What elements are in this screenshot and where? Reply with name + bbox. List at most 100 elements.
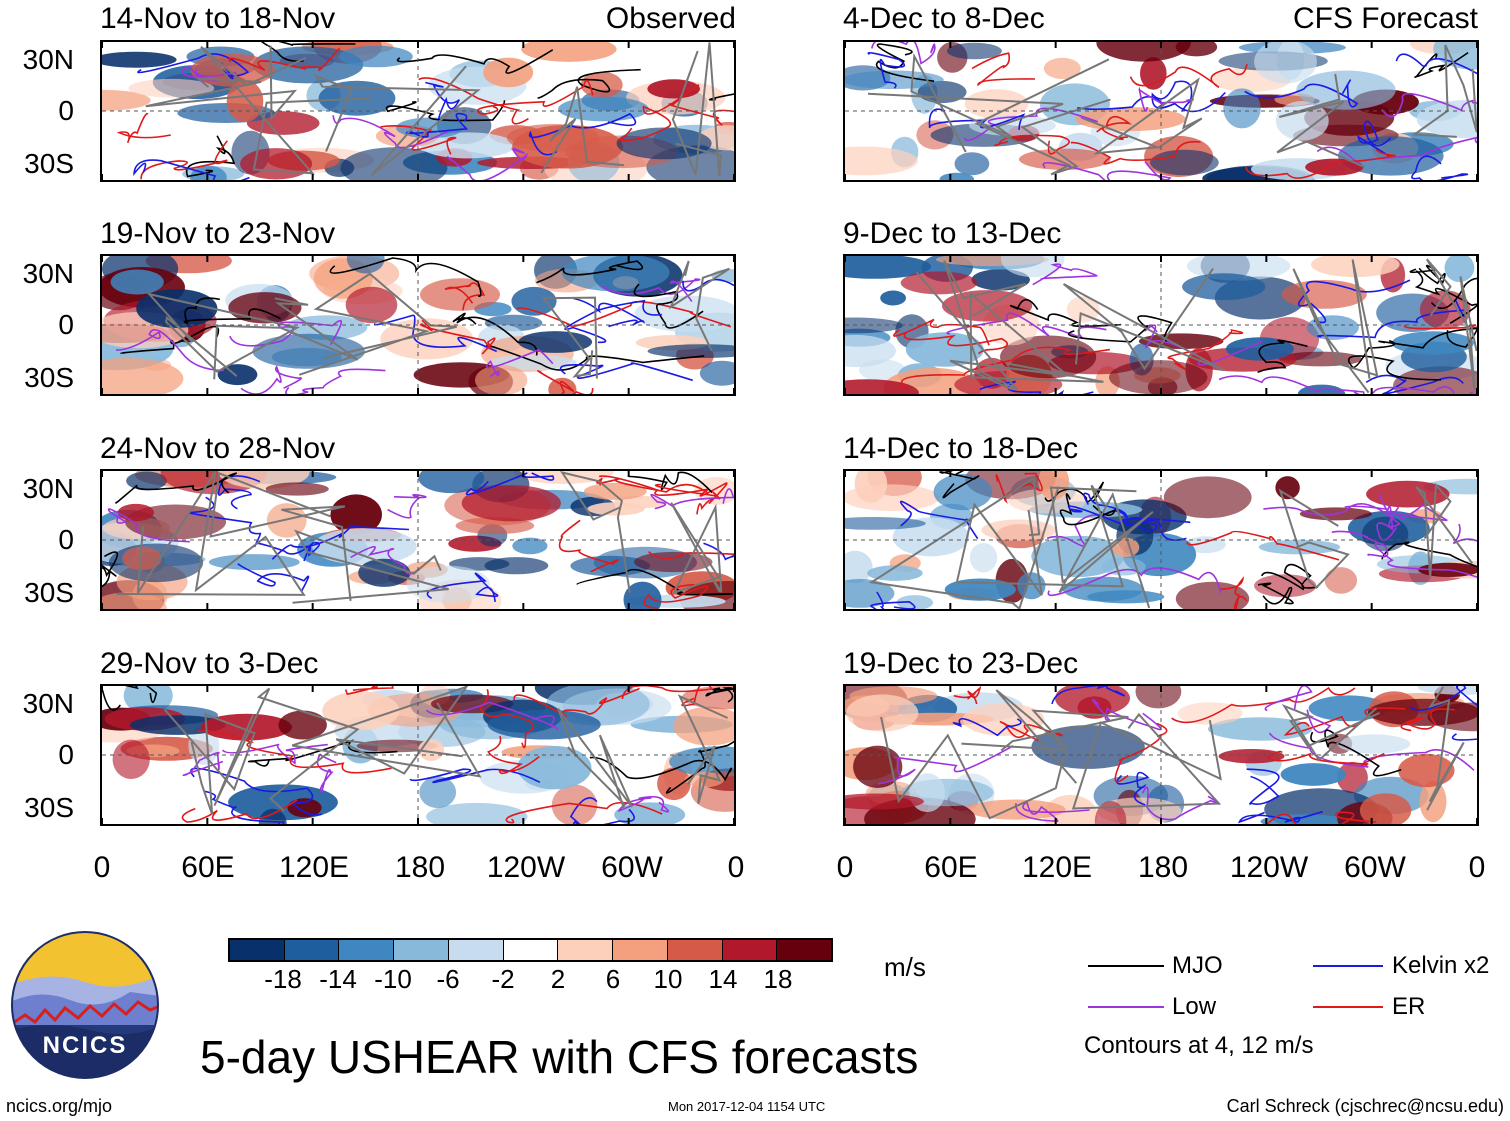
contour-line [425, 81, 461, 120]
contour-line [237, 563, 310, 593]
shear-field [845, 471, 1477, 609]
x-label: 60W [601, 851, 663, 884]
contour-line [1378, 327, 1477, 349]
shear-blob [521, 42, 617, 62]
contour-line [877, 745, 1014, 785]
coastline [1278, 488, 1350, 590]
shear-blob [1359, 793, 1412, 824]
coastline [1082, 77, 1203, 155]
shear-blob [971, 269, 1030, 291]
coastline [974, 58, 1111, 176]
contour-line [952, 717, 1022, 737]
shear-blob [616, 127, 712, 160]
colorbar [228, 938, 833, 962]
legend-note: Contours at 4, 12 m/s [1084, 1032, 1314, 1059]
contour-line [444, 282, 486, 311]
coastline [560, 471, 631, 593]
shear-blob [312, 528, 417, 565]
contour-line [589, 756, 733, 782]
shear-blob [1000, 256, 1065, 278]
contour-line [1357, 120, 1392, 158]
map-panel-6 [843, 254, 1479, 396]
coastline [1281, 704, 1381, 762]
y-label-30n: 30N [22, 473, 74, 504]
contour-line [573, 297, 645, 328]
shear-blob [128, 78, 215, 98]
colorbar-swatch [612, 940, 667, 960]
x-label: 180 [1137, 851, 1189, 884]
contour-line [1297, 279, 1411, 324]
contour-line [115, 329, 224, 372]
ncics-logo-graphic [11, 931, 159, 1079]
ncics-logo: NCICS [10, 930, 160, 1080]
colorbar-label: 18 [763, 964, 793, 994]
coastline [1276, 73, 1365, 168]
shear-blob [905, 332, 984, 367]
contour-line [1246, 768, 1280, 806]
shear-blob [1066, 296, 1100, 323]
shear-blob [420, 132, 516, 159]
contour-line [505, 801, 663, 824]
panel-title-4: 29-Nov to 3-Dec [100, 647, 319, 680]
panel-title-6: 9-Dec to 13-Dec [843, 217, 1062, 250]
contour-line [344, 686, 394, 696]
contour-line [654, 483, 721, 515]
shear-blob [1218, 749, 1285, 764]
shear-blob [634, 551, 713, 573]
forecast-label: CFS Forecast [1292, 2, 1478, 35]
shear-blob [880, 290, 906, 306]
legend-label-er: ER [1392, 993, 1426, 1020]
shear-field [102, 256, 734, 394]
shear-blob [946, 42, 1002, 60]
colorbar-label: -18 [264, 964, 302, 994]
footer-url[interactable]: ncics.org/mjo [6, 1096, 113, 1116]
contour-line [1245, 148, 1396, 179]
panel-title-3: 24-Nov to 28-Nov [100, 432, 336, 465]
colorbar-label: -14 [319, 964, 357, 994]
contour-line [1261, 563, 1319, 591]
contour-line [629, 471, 713, 494]
contour-line [133, 159, 250, 180]
contour-line [899, 500, 979, 540]
colorbar-swatch [393, 940, 448, 960]
contour-line [953, 686, 982, 705]
shear-blob [102, 357, 184, 394]
contour-line [1452, 523, 1477, 545]
shear-blob [330, 494, 382, 535]
contour-line [228, 47, 341, 71]
coastline [1049, 486, 1154, 609]
y-label-30s: 30S [24, 792, 74, 823]
contour-line [871, 42, 936, 65]
shear-blob [845, 379, 919, 394]
contour-line [537, 370, 594, 394]
contour-line [901, 346, 1111, 389]
contour-line [1116, 771, 1150, 806]
contour-line [1051, 686, 1125, 705]
colorbar-units: m/s [884, 952, 926, 982]
contour-line [1400, 708, 1455, 732]
contour-line [971, 52, 1036, 87]
contour-line [1218, 375, 1365, 394]
colorbar-swatch [776, 940, 832, 960]
contour-line [643, 583, 709, 609]
shear-blob [561, 256, 670, 292]
shear-blob [845, 70, 944, 90]
colorbar-swatch [666, 940, 722, 960]
legend-label-mjo: MJO [1172, 952, 1223, 979]
y-label-30n: 30N [22, 44, 74, 75]
contour-line [140, 140, 228, 180]
y-label-30s: 30S [24, 577, 74, 608]
y-label-0: 0 [58, 309, 74, 340]
main-title: 5-day USHEAR with CFS forecasts [200, 1031, 919, 1083]
x-label: 120W [486, 851, 566, 884]
contour-line [1042, 161, 1172, 180]
coastline [671, 42, 722, 177]
contour-line [203, 790, 285, 824]
coastline [915, 260, 1027, 391]
contour-line [576, 568, 733, 596]
colorbar-label: 6 [605, 964, 621, 994]
contour-line [1091, 698, 1162, 731]
y-label-0: 0 [58, 739, 74, 770]
shear-blob [1275, 101, 1329, 141]
shear-blob [278, 710, 327, 740]
